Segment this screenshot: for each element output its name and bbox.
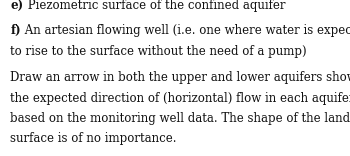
Text: An artesian flowing well (i.e. one where water is expected: An artesian flowing well (i.e. one where… (21, 24, 350, 37)
Text: Piezometric surface of the confined aquifer: Piezometric surface of the confined aqui… (24, 0, 285, 12)
Text: to rise to the surface without the need of a pump): to rise to the surface without the need … (10, 45, 307, 58)
Text: f): f) (10, 24, 21, 37)
Text: e): e) (10, 0, 24, 12)
Text: surface is of no importance.: surface is of no importance. (10, 132, 177, 145)
Text: based on the monitoring well data. The shape of the land: based on the monitoring well data. The s… (10, 112, 350, 125)
Text: Draw an arrow in both the upper and lower aquifers showing: Draw an arrow in both the upper and lowe… (10, 71, 350, 84)
Text: the expected direction of (horizontal) flow in each aquifer: the expected direction of (horizontal) f… (10, 92, 350, 105)
